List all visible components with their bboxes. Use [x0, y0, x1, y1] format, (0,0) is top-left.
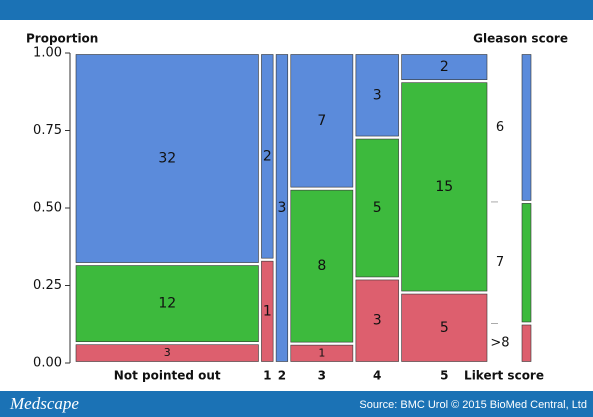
cell-label: 3 — [164, 346, 171, 359]
y-tick-label: 0.25 — [33, 278, 62, 293]
x-tick-label: 3 — [318, 369, 326, 383]
mosaic-cell — [401, 293, 488, 362]
cell-label: 7 — [317, 113, 326, 129]
cell-label: 5 — [440, 320, 449, 336]
legend-label: >8 — [490, 336, 509, 351]
cell-label: 12 — [158, 296, 176, 312]
cell-label: 32 — [158, 151, 176, 167]
y-tick-label: 0.50 — [33, 201, 62, 216]
cell-label: 8 — [317, 258, 326, 274]
mosaic-cell — [401, 82, 488, 292]
mosaic-cell — [355, 54, 399, 137]
legend-swatch — [521, 324, 532, 362]
x-tick-label: 1 — [263, 369, 271, 383]
x-tick-label: Not pointed out — [114, 369, 221, 383]
legend-swatch — [521, 54, 532, 201]
mosaic-cell — [261, 260, 274, 362]
cell-label: 5 — [373, 200, 382, 216]
legend-label: 6 — [496, 120, 504, 135]
legend-title: Gleason score — [473, 32, 568, 46]
y-axis-label: Proportion — [26, 32, 98, 46]
mosaic-cell — [75, 265, 259, 343]
y-tick-label: 1.00 — [33, 46, 62, 61]
mosaic-cell — [355, 279, 399, 362]
mosaic-cell — [261, 54, 274, 259]
cell-label: 1 — [263, 303, 272, 319]
mosaic-cell — [290, 54, 354, 188]
mosaic-cell — [275, 54, 289, 362]
cell-label: 3 — [277, 200, 286, 216]
cell-label: 2 — [440, 59, 449, 75]
x-axis-label: Likert score — [464, 369, 544, 383]
legend-swatch — [521, 203, 532, 323]
x-tick-label: 4 — [373, 369, 381, 383]
cell-label: 3 — [373, 313, 382, 329]
cell-label: 2 — [263, 148, 272, 164]
brand: Medscape — [9, 394, 79, 413]
mosaic-cell — [75, 344, 259, 362]
y-tick-label: 0.75 — [33, 123, 62, 138]
mosaic-cell — [290, 344, 354, 362]
cell-label: 1 — [318, 346, 325, 359]
source: Source: BMC Urol © 2015 BioMed Central, … — [359, 399, 587, 411]
legend-label: 7 — [496, 255, 504, 270]
mosaic-cell — [75, 54, 259, 263]
cell-label: 15 — [435, 179, 453, 195]
mosaic-cell — [355, 138, 399, 278]
mosaic-cell — [290, 189, 354, 343]
cell-label: 3 — [373, 87, 382, 103]
footer-bar — [0, 391, 593, 417]
top-banner — [0, 0, 593, 20]
y-tick-label: 0.00 — [33, 356, 62, 371]
mosaic-cell — [401, 54, 488, 80]
x-tick-label: 2 — [278, 369, 286, 383]
x-tick-label: 5 — [440, 369, 448, 383]
